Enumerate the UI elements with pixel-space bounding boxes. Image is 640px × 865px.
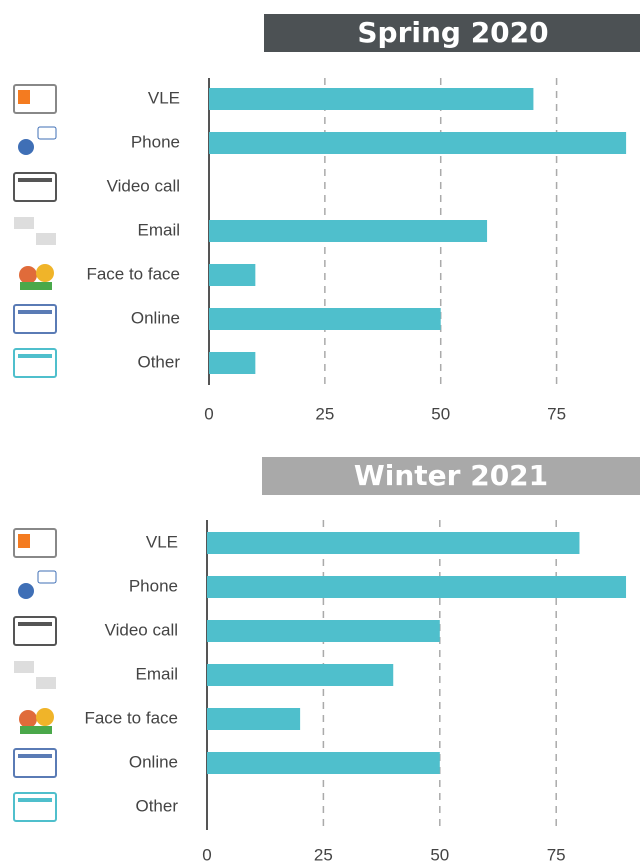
icon: [13, 304, 57, 334]
icon: [18, 310, 52, 314]
icon: [20, 282, 52, 290]
y-tick-label: Phone: [131, 132, 180, 151]
icon: [18, 90, 30, 104]
x-tick-label: 25: [314, 845, 333, 864]
y-tick-label: VLE: [148, 88, 180, 107]
icon: [14, 661, 34, 673]
y-tick-label: Online: [131, 308, 180, 327]
bar: [209, 132, 627, 154]
bar: [207, 576, 627, 598]
icon: [13, 616, 57, 646]
chart-title: Winter 2021: [354, 459, 548, 492]
y-tick-label: Other: [137, 352, 180, 371]
icon: [19, 266, 37, 284]
icon: [20, 726, 52, 734]
bar: [207, 752, 440, 774]
icon: [37, 126, 57, 140]
icon: [19, 710, 37, 728]
icon: [36, 264, 54, 282]
icon: [18, 754, 52, 758]
y-tick-label: Email: [137, 220, 180, 239]
icon: [18, 139, 34, 155]
bar: [207, 532, 580, 554]
icon: [13, 748, 57, 778]
y-tick-label: Face to face: [86, 264, 180, 283]
y-tick-label: Video call: [105, 620, 178, 639]
icon: [18, 178, 52, 182]
icon: [37, 570, 57, 584]
icon: [18, 534, 30, 548]
y-tick-label: VLE: [146, 532, 178, 551]
icon: [18, 583, 34, 599]
y-tick-label: Face to face: [84, 708, 178, 727]
bar: [207, 708, 301, 730]
bar: [209, 308, 441, 330]
icon: [18, 798, 52, 802]
title-banner: [262, 457, 640, 495]
icon: [13, 792, 57, 822]
y-tick-label: Other: [135, 796, 178, 815]
y-tick-label: Video call: [107, 176, 180, 195]
icon: [36, 708, 54, 726]
icon: [18, 622, 52, 626]
icon: [13, 348, 57, 378]
icon: [13, 172, 57, 202]
icon: [36, 233, 56, 245]
bar: [209, 88, 534, 110]
chart-title: Spring 2020: [357, 16, 548, 49]
bar: [207, 664, 394, 686]
bar: [209, 264, 256, 286]
bar: [207, 620, 440, 642]
y-tick-label: Phone: [129, 576, 178, 595]
x-tick-label: 25: [315, 404, 334, 423]
bar: [209, 352, 256, 374]
y-tick-label: Email: [135, 664, 178, 683]
x-tick-label: 75: [547, 845, 566, 864]
x-tick-label: 0: [204, 404, 213, 423]
icon: [36, 677, 56, 689]
y-tick-label: Online: [129, 752, 178, 771]
x-tick-label: 75: [547, 404, 566, 423]
title-banner: [264, 14, 640, 52]
x-tick-label: 50: [431, 404, 450, 423]
icon: [18, 354, 52, 358]
bar: [209, 220, 488, 242]
x-tick-label: 50: [430, 845, 449, 864]
x-tick-label: 0: [202, 845, 211, 864]
icon: [14, 217, 34, 229]
